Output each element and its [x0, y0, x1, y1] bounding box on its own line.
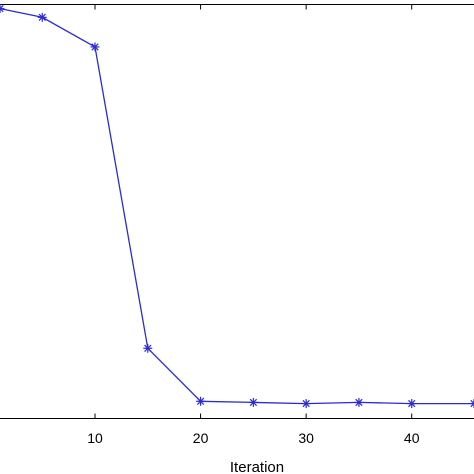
data-point-marker	[469, 399, 474, 409]
x-tick-label: 30	[298, 430, 314, 446]
x-ticks	[94, 4, 413, 419]
data-point-marker	[90, 42, 100, 52]
data-point-marker	[248, 397, 258, 407]
x-tick-labels: 10 20 30 40	[87, 430, 419, 446]
series-line	[0, 7, 474, 405]
data-point-marker	[196, 396, 206, 406]
data-point-marker	[354, 397, 364, 407]
data-point-marker	[301, 399, 311, 409]
x-axis-label: Iteration	[230, 459, 284, 474]
axes-frame	[0, 4, 474, 419]
x-tick-label: 20	[193, 430, 209, 446]
x-tick-label: 10	[87, 430, 103, 446]
x-tick-label: 40	[404, 430, 420, 446]
data-point-marker	[143, 343, 153, 353]
data-point-marker	[37, 12, 47, 22]
data-point-marker	[407, 399, 417, 409]
series-markers	[0, 4, 474, 409]
data-point-marker	[0, 4, 5, 14]
